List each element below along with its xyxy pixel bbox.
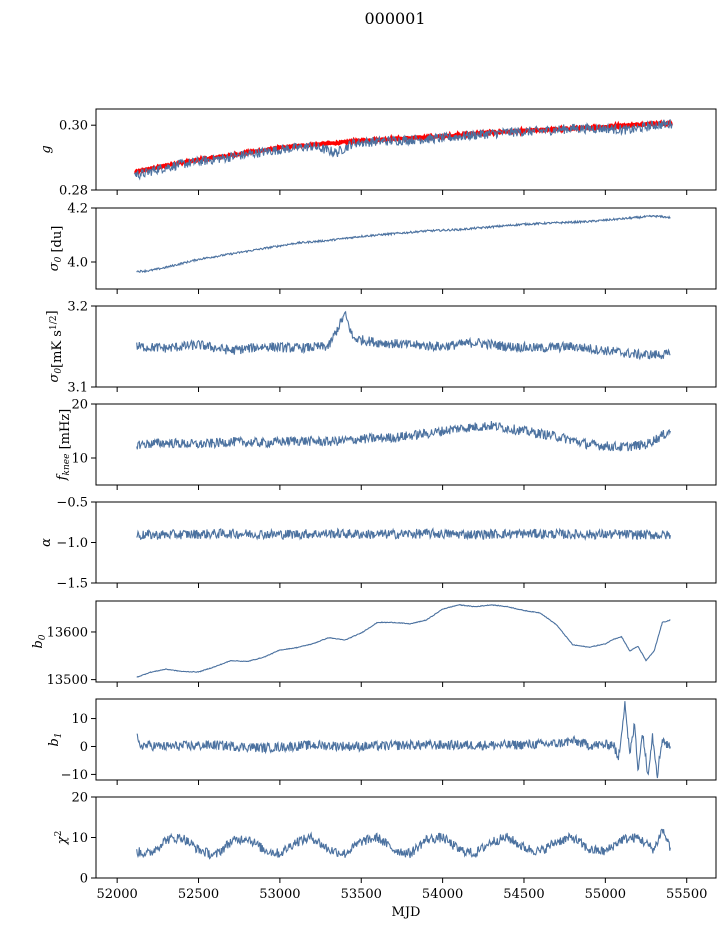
y-tick-label: 4.2 [67,202,88,217]
series-line-measured [136,310,671,361]
y-tick-label: 0 [80,872,88,887]
y-axis-label: σ0 [du] [47,226,65,272]
y-axis-label: fknee [mHz] [55,409,73,482]
y-tick-label: −1.0 [56,536,88,551]
y-tick-label: 0.28 [59,184,88,199]
series-line-measured [136,828,671,860]
y-tick-label: 4.0 [67,256,88,271]
axes-frame [95,108,717,191]
x-tick-label: 55000 [585,887,626,902]
y-tick-label: 20 [71,398,88,413]
subplot-8: 0 10 20 52000 52500 53000 53500 54000 54500 55000… [54,791,717,920]
x-tick-label: 54000 [422,887,463,902]
subplot-5: −1.5 −1.0 −0.5 α [39,496,717,592]
x-tick-label: 53000 [259,887,300,902]
y-axis-label: b1 [47,732,64,746]
subplot-3: 3.1 3.2σ0[mK s1/2] [45,300,717,396]
y-tick-label: 3.2 [67,300,88,315]
subplot-stack: 0.28 0.30 g 4.0 4.2σ0 [du] 3.1 3.2σ0[mK s1/2] 1… [31,108,717,920]
x-tick-label: 53500 [341,887,382,902]
series-line-measured [136,420,671,452]
x-tick-label: 55500 [666,887,707,902]
y-tick-label: 13500 [47,673,88,688]
y-tick-label: 10 [71,712,88,727]
y-tick-label: 10 [71,452,88,467]
y-axis-label: α [39,538,54,547]
axes-frame [95,501,717,584]
y-axis-label: g [39,145,54,153]
x-tick-label: 52500 [178,887,219,902]
y-tick-label: 3.1 [67,381,88,396]
axes-frame [95,600,717,683]
y-axis-label: χ2 [54,831,70,846]
x-tick-label: 52000 [96,887,137,902]
x-axis-label: MJD [392,905,421,920]
axes-frame [95,207,717,290]
y-tick-label: 10 [71,831,88,846]
y-tick-label: 0 [80,740,88,755]
axes-frame [95,698,717,781]
y-tick-label: 20 [71,791,88,806]
axes-frame [95,305,717,388]
y-tick-label: 13600 [47,625,88,640]
y-tick-label: −10 [61,768,88,783]
x-tick-label: 54500 [503,887,544,902]
y-tick-label: −1.5 [56,577,88,592]
series-line-measured [136,527,671,541]
y-axis-label: b0 [31,634,48,648]
series-line-measured [136,701,671,779]
subplot-7: −10 0 10 b1 [47,698,717,785]
axes-frame [95,403,717,486]
series-line-measured [134,119,673,181]
y-axis-label: σ0[mK s1/2] [45,310,65,382]
figure-title: 000001 [364,9,425,28]
y-tick-label: −0.5 [56,496,88,511]
series-line-measured [136,603,671,678]
subplot-2: 4.0 4.2σ0 [du] [47,202,717,294]
y-tick-label: 0.30 [59,119,88,134]
series-line-measured [136,214,671,273]
subplot-1: 0.28 0.30 g [39,108,717,199]
